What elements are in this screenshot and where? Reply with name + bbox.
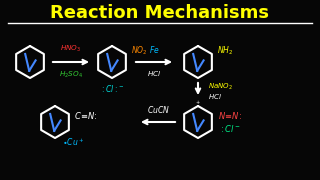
Text: $H_2SO_4$: $H_2SO_4$ <box>59 70 83 80</box>
Text: $NaNO_2$: $NaNO_2$ <box>208 82 233 92</box>
Text: $Fe$: $Fe$ <box>148 44 159 55</box>
Text: $HCl$: $HCl$ <box>147 69 161 78</box>
Text: Reaction Mechanisms: Reaction Mechanisms <box>51 4 269 22</box>
Text: $CuCN$: $CuCN$ <box>147 104 170 115</box>
Text: $C\!\equiv\!N\!:$: $C\!\equiv\!N\!:$ <box>74 109 98 120</box>
Text: $\bullet Cu^+$: $\bullet Cu^+$ <box>62 136 84 148</box>
Text: $NH_2$: $NH_2$ <box>217 45 233 57</box>
Text: $NO_2$: $NO_2$ <box>131 45 148 57</box>
Text: $:Cl:^{-}$: $:Cl:^{-}$ <box>100 83 124 94</box>
Text: $N\!\equiv\!N\!:$: $N\!\equiv\!N\!:$ <box>218 109 242 120</box>
Text: $^+$: $^+$ <box>194 101 200 107</box>
Text: $\!:Cl^-$: $\!:Cl^-$ <box>220 123 241 134</box>
Text: $HCl$: $HCl$ <box>208 91 222 100</box>
Text: $HNO_3$: $HNO_3$ <box>60 44 82 54</box>
